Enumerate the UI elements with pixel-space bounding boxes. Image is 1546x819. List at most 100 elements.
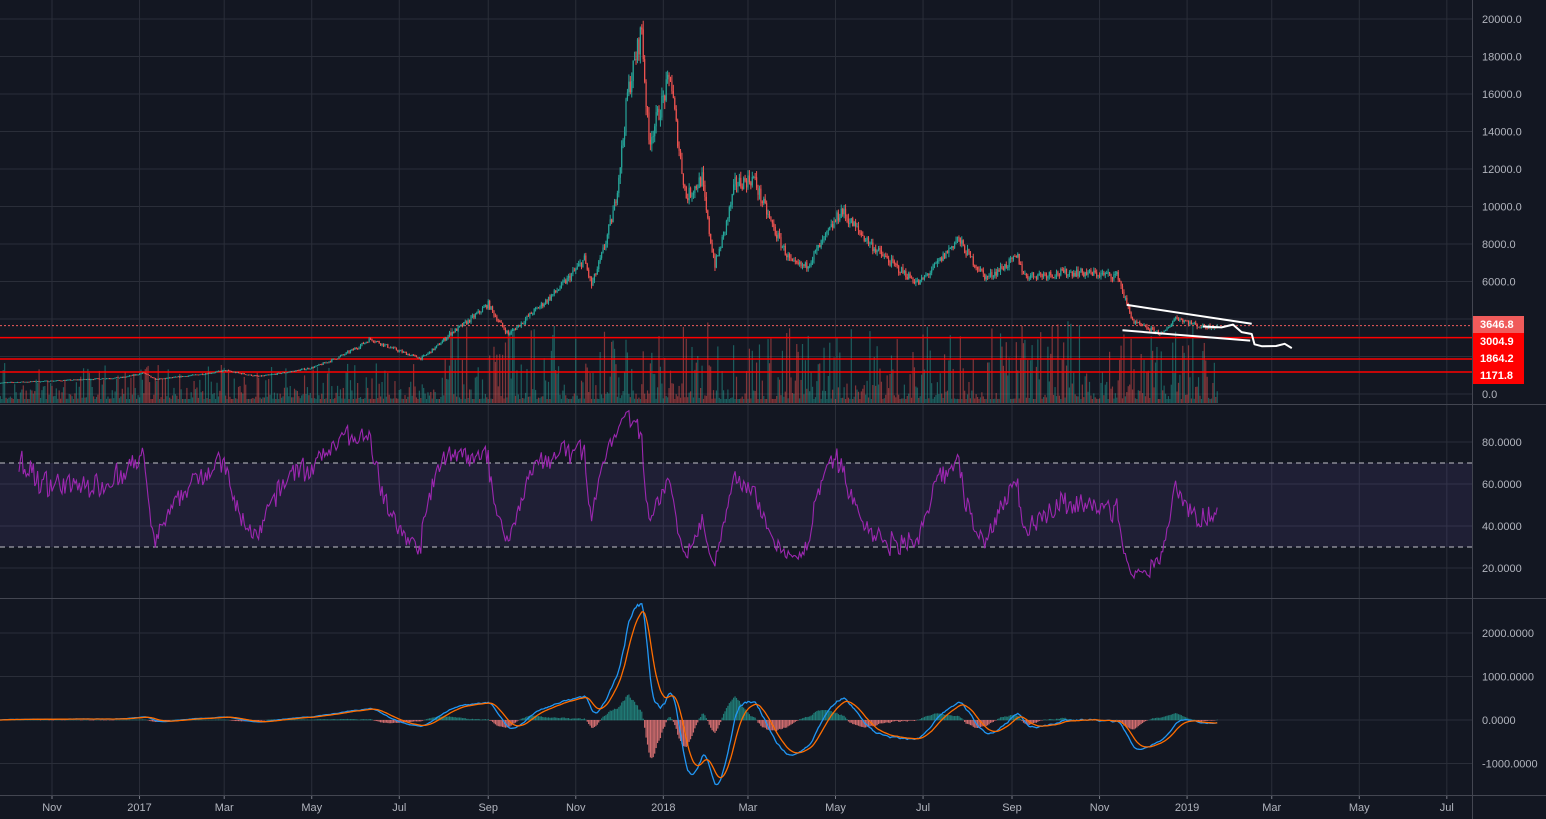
candle-body <box>167 377 169 379</box>
candle-body <box>794 260 796 262</box>
macd-histogram-bar <box>1162 717 1164 721</box>
time-tick-label: Jul <box>1440 802 1454 814</box>
candle-body <box>1126 297 1128 304</box>
candle-body <box>674 97 676 109</box>
candle-body <box>712 252 715 258</box>
candle-body <box>301 369 303 370</box>
candle-body <box>1117 272 1119 280</box>
macd-histogram-bar <box>603 715 606 721</box>
volume-bar <box>572 396 574 403</box>
candle-body <box>1011 257 1013 259</box>
volume-bar <box>1035 366 1038 403</box>
macd-histogram-bar <box>694 720 696 729</box>
volume-bar <box>35 379 37 403</box>
volume-bar <box>609 376 611 403</box>
candle-body <box>318 364 320 366</box>
candle-body <box>905 271 907 278</box>
volume-bar <box>880 381 883 403</box>
candle-body <box>186 376 188 377</box>
drawings[interactable] <box>1122 303 1293 349</box>
volume-bar <box>1206 376 1208 403</box>
macd-histogram-bar <box>644 720 646 728</box>
volume-bar <box>701 365 703 403</box>
candle-body <box>401 350 403 353</box>
candle-body <box>1179 318 1181 321</box>
macd-histogram-bar <box>840 714 842 721</box>
candle-body <box>790 257 792 259</box>
volume-bar <box>186 387 188 403</box>
candle-body <box>427 353 429 355</box>
macd-histogram-bar <box>1206 720 1208 722</box>
candle-body <box>984 273 986 280</box>
volume-bar <box>303 375 306 403</box>
candle-body <box>629 81 631 93</box>
volume-bar <box>103 380 105 403</box>
macd-histogram-bar <box>463 718 465 721</box>
macd-histogram-bar <box>421 720 423 721</box>
macd-histogram-bar <box>420 720 422 722</box>
candle-body <box>1100 273 1102 277</box>
macd-histogram-bar <box>773 720 775 731</box>
horizontal-levels[interactable] <box>0 325 1472 373</box>
candle-body <box>431 348 433 353</box>
candle-body <box>444 338 446 341</box>
candle-body <box>943 253 946 259</box>
macd-histogram-bar <box>714 720 716 733</box>
candle-body <box>1038 273 1040 275</box>
signal-line <box>0 610 1218 779</box>
macd-histogram-bar <box>1035 720 1038 723</box>
candle-body <box>499 321 501 322</box>
volume-bar <box>1067 321 1069 403</box>
volume-bar <box>910 397 913 403</box>
candle-body <box>6 382 9 384</box>
macd-histogram-bar <box>1164 716 1167 721</box>
candle-body <box>123 376 125 378</box>
candle-body <box>1111 278 1114 280</box>
volume-bar <box>952 368 954 403</box>
candle-body <box>93 379 95 381</box>
macd-histogram-bar <box>625 696 627 721</box>
macd-histogram-bar <box>875 720 877 726</box>
macd-histogram-bar <box>1020 718 1022 721</box>
volume-bar <box>998 398 1000 403</box>
macd-histogram-bar <box>222 719 224 721</box>
volume-bar <box>1060 398 1062 403</box>
macd-histogram-bar <box>867 720 870 727</box>
macd-histogram-bar <box>1044 719 1046 721</box>
volume-bar <box>292 397 294 403</box>
macd-histogram-bar <box>138 719 141 721</box>
candle-body <box>216 371 218 373</box>
macd-histogram-bar <box>268 719 270 721</box>
macd-histogram-bar <box>338 719 340 721</box>
volume-bar <box>1088 381 1091 403</box>
volume-bar <box>1175 331 1177 403</box>
candle-body <box>786 255 788 258</box>
macd-histogram-bar <box>1182 716 1184 721</box>
volume-bar <box>400 389 402 403</box>
candle-body <box>156 378 158 380</box>
candle-body <box>140 373 142 375</box>
volume-bar <box>665 396 667 403</box>
candle-body <box>260 375 263 377</box>
upper-trendline[interactable] <box>1126 303 1252 325</box>
projection-path[interactable] <box>1202 323 1293 349</box>
candle-body <box>573 270 575 272</box>
volume-bar <box>448 365 451 403</box>
candle-body <box>136 374 138 376</box>
candle-body <box>1021 264 1023 272</box>
lower-trendline[interactable] <box>1122 329 1251 342</box>
time-tick-label: May <box>825 802 846 814</box>
volume-bar <box>959 336 961 403</box>
volume-bar <box>67 398 69 403</box>
candle-body <box>704 184 706 197</box>
macd-histogram-bar <box>1038 720 1040 722</box>
candle-body <box>265 374 267 376</box>
candle-body <box>503 326 505 330</box>
macd-histogram-bar <box>341 718 343 721</box>
volume-bar <box>737 398 739 403</box>
macd-histogram-bar <box>734 696 736 721</box>
macd-histogram-bar <box>311 719 313 721</box>
macd-histogram-bar <box>486 719 488 721</box>
